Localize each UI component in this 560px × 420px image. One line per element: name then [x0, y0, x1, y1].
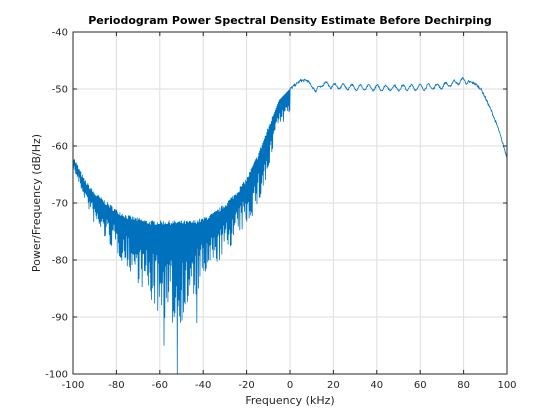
ticks: -100 -80 -60 -40 -20 0 20 40 60 80 100 -100 -90 -80 -7… — [45, 28, 516, 392]
x-tick-label: -60 — [152, 380, 168, 391]
y-tick-label: -60 — [52, 142, 68, 153]
y-tick-label: -40 — [52, 28, 68, 39]
psd-series-line — [72, 77, 508, 375]
x-tick-label: 100 — [497, 380, 516, 391]
x-tick-label: -80 — [108, 380, 124, 391]
y-axis-label: Power/Frequency (dB/Hz) — [30, 134, 43, 272]
x-axis-label: Frequency (kHz) — [245, 394, 334, 407]
x-tick-label: 20 — [327, 380, 340, 391]
chart-title: Periodogram Power Spectral Density Estim… — [88, 14, 492, 27]
x-tick-label: 0 — [287, 380, 293, 391]
x-tick-label: 80 — [457, 380, 470, 391]
y-tick-label: -100 — [45, 370, 68, 381]
y-tick-label: -80 — [52, 256, 68, 267]
y-tick-label: -90 — [52, 313, 68, 324]
x-tick-label: 40 — [370, 380, 383, 391]
x-tick-label: 60 — [414, 380, 427, 391]
x-tick-label: -20 — [238, 380, 254, 391]
y-tick-label: -70 — [52, 199, 68, 210]
series-layer — [72, 77, 508, 375]
x-tick-label: -40 — [195, 380, 211, 391]
x-tick-label: -100 — [62, 380, 85, 391]
plot-area: -100 -80 -60 -40 -20 0 20 40 60 80 100 -100 -90 -80 -7… — [45, 28, 516, 392]
y-tick-label: -50 — [52, 85, 68, 96]
